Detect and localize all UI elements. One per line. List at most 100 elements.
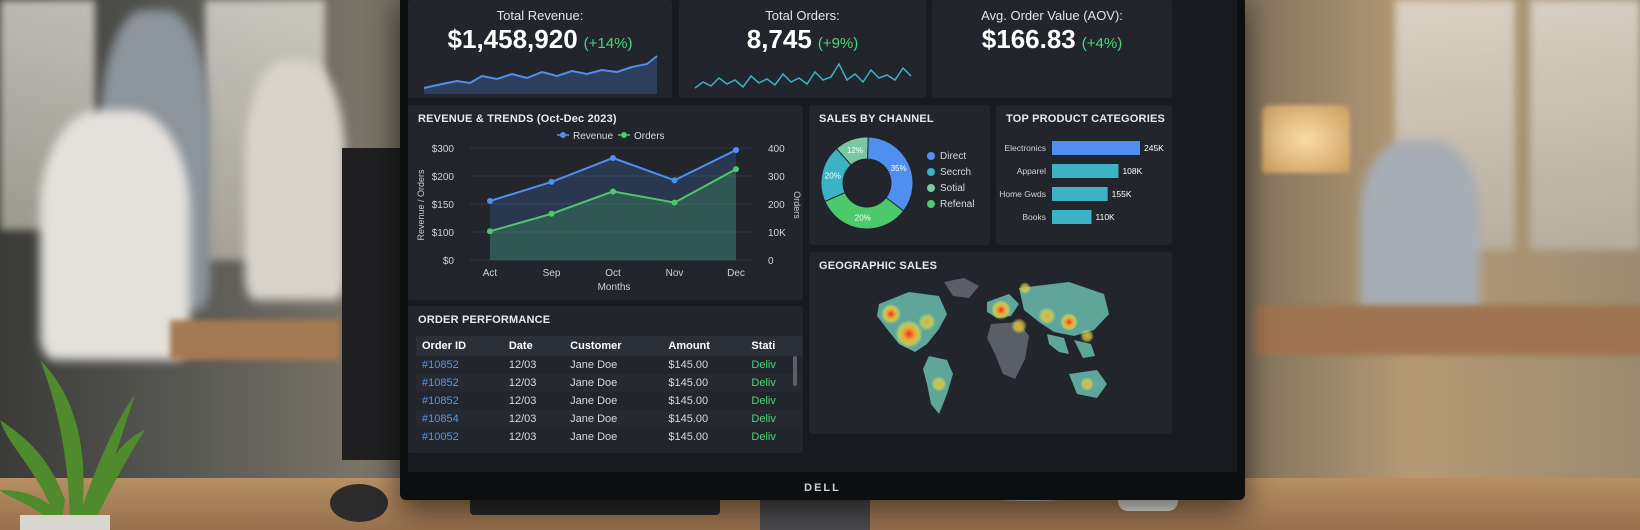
data-point-orders[interactable] [733,166,739,173]
y-axis-label: Revenue / Orders [416,169,426,241]
category-value: 155K [1112,189,1132,199]
kpi-number: $1,458,920 [447,24,578,54]
legend-item-direct[interactable]: Direct [927,151,966,162]
chart-legend[interactable]: Revenue Orders [557,131,665,142]
kpi-number: 8,745 [746,24,812,54]
order-id-link[interactable]: #10852 [416,374,503,392]
order-status: Deliv [745,410,802,428]
table-row[interactable]: #10854 12/03 Jane Doe $145.00 Deliv [416,410,802,428]
table-row[interactable]: #10052 12/03 Jane Doe $145.00 Deliv [416,428,802,446]
lamp [1262,105,1350,173]
data-point-orders[interactable] [487,228,493,235]
order-id-link[interactable]: #10852 [422,395,459,407]
revenue-trends-panel: REVENUE & TRENDS (Oct-Dec 2023) Revenue O… [408,105,803,300]
order-customer: Jane Doe [570,431,618,443]
legend-item-refenal[interactable]: Refenal [927,199,974,210]
order-id-link[interactable]: #10854 [416,410,503,428]
order-date: 12/03 [508,395,537,407]
table-row[interactable]: #10852 12/03 Jane Doe $145.00 Deliv [416,374,802,392]
order-amount: $145.00 [668,431,709,443]
desk [1255,305,1640,355]
category-value: 245K [1144,143,1164,153]
order-performance-panel: ORDER PERFORMANCE Order ID Date Customer… [408,306,803,453]
data-point-orders[interactable] [610,188,616,195]
table-scrollbar[interactable] [793,356,797,386]
kpi-card-revenue: Total Revenue: $1,458,920 (+14%) [408,0,672,98]
order-customer: Jane Doe [570,395,618,407]
order-status: Deliv [745,374,802,392]
revenue-trends-chart: Revenue Orders $0 0 $100 10K $150 200 $200 300 $30… [416,131,802,293]
category-label: Electronics [1004,143,1046,153]
x-tick-label: Nov [666,268,684,279]
data-point-revenue[interactable] [733,147,739,153]
kpi-label: Total Orders: [765,8,840,23]
monitor: Total Revenue: $1,458,920 (+14%) Total Or… [400,0,1245,500]
category-bar[interactable] [1052,210,1092,224]
kpi-label: Total Revenue: [496,8,584,23]
kpi-card-orders: Total Orders: 8,745 (+9%) [679,0,926,98]
panel-title: ORDER PERFORMANCE [418,314,551,326]
data-point-orders[interactable] [671,199,678,206]
orders-table: Order ID Date Customer Amount Stati #108… [416,336,802,446]
category-bar[interactable] [1052,164,1119,178]
column-header[interactable]: Amount [662,336,746,356]
y2-tick-label: 0 [768,256,774,267]
legend-item-secrch[interactable]: Secrch [927,167,971,178]
x-tick-label: Sep [543,268,561,279]
order-id-link[interactable]: #10052 [422,431,459,443]
desk [170,320,340,360]
order-amount: $145.00 [662,374,746,392]
legend-dot [927,152,935,160]
order-status: Deliv [751,359,776,371]
y2-axis-label: Orders [792,191,802,219]
person-sitting [40,110,190,360]
donut-slice-direct[interactable] [867,136,914,212]
person-standing [245,60,345,300]
kpi-change: (+14%) [583,35,633,52]
data-point-revenue[interactable] [487,198,493,205]
data-point-revenue[interactable] [548,178,555,185]
donut-slice-secrch[interactable] [820,147,852,203]
top-categories-chart: Electronics 245K Apparel 108K Home Gwds 155K B… [999,141,1164,224]
slice-label: 12% [847,146,863,155]
y2-tick-label: 400 [768,144,785,155]
kpi-change: (+9%) [817,35,859,52]
top-categories-panel: TOP PRODUCT CATEGORIES Electronics 245K Ap… [996,105,1172,245]
category-label: Apparel [1017,166,1046,176]
geographic-sales-panel: GEOGRAPHIC SALES [809,252,1172,434]
column-header[interactable]: Stati [745,336,802,356]
order-id-link[interactable]: #10852 [422,359,459,371]
world-map [877,278,1109,414]
order-status: Deliv [751,395,776,407]
slice-label: 20% [825,172,841,181]
kpi-value: $1,458,920 (+14%) [408,24,672,55]
column-header[interactable]: Date [502,336,565,356]
table-row[interactable]: #10852 12/03 Jane Doe $145.00 Deliv [416,392,802,410]
slice-label: 35% [891,164,907,173]
table-row[interactable]: #10852 12/03 Jane Doe $145.00 Deliv [416,356,802,374]
x-axis-label: Months [598,282,631,293]
data-point-revenue[interactable] [610,154,616,161]
category-bar[interactable] [1052,141,1140,155]
category-bar[interactable] [1052,187,1108,201]
legend-dot [927,168,935,176]
category-label: Home Gwds [999,189,1046,199]
y-tick-label: $0 [443,256,455,267]
x-tick-label: Dec [727,268,745,279]
column-header[interactable]: Customer [564,336,663,356]
order-amount: $145.00 [668,359,709,371]
panel-title: GEOGRAPHIC SALES [819,260,938,272]
order-customer: Jane Doe [570,359,618,371]
legend-label-orders: Orders [634,131,665,142]
orders-sparkline [694,62,912,89]
data-point-revenue[interactable] [671,177,678,184]
second-monitor [342,148,404,460]
data-point-orders[interactable] [548,210,555,217]
slice-label: 20% [855,214,871,223]
order-date: 12/03 [508,431,537,443]
legend-item-sotial[interactable]: Sotial [927,183,965,194]
window [1530,0,1640,250]
column-header[interactable]: Order ID [416,336,503,356]
panel-title: SALES BY CHANNEL [819,113,934,125]
